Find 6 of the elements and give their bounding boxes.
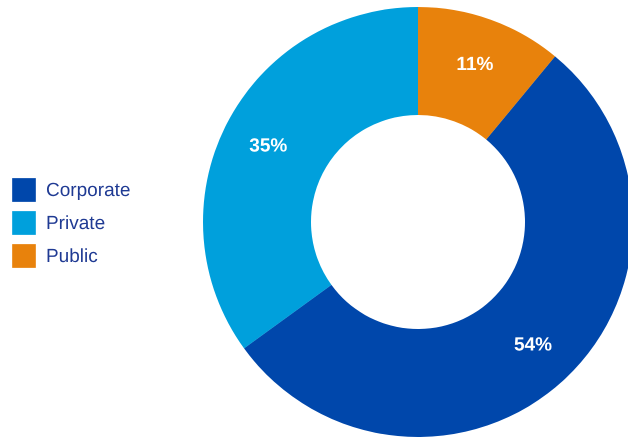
data-label: 11% xyxy=(456,54,494,75)
legend-label: Private xyxy=(46,213,106,234)
data-label: 35% xyxy=(249,136,288,157)
legend-label: Corporate xyxy=(46,180,130,201)
legend-label: Public xyxy=(46,246,98,267)
data-label: 54% xyxy=(514,334,552,356)
